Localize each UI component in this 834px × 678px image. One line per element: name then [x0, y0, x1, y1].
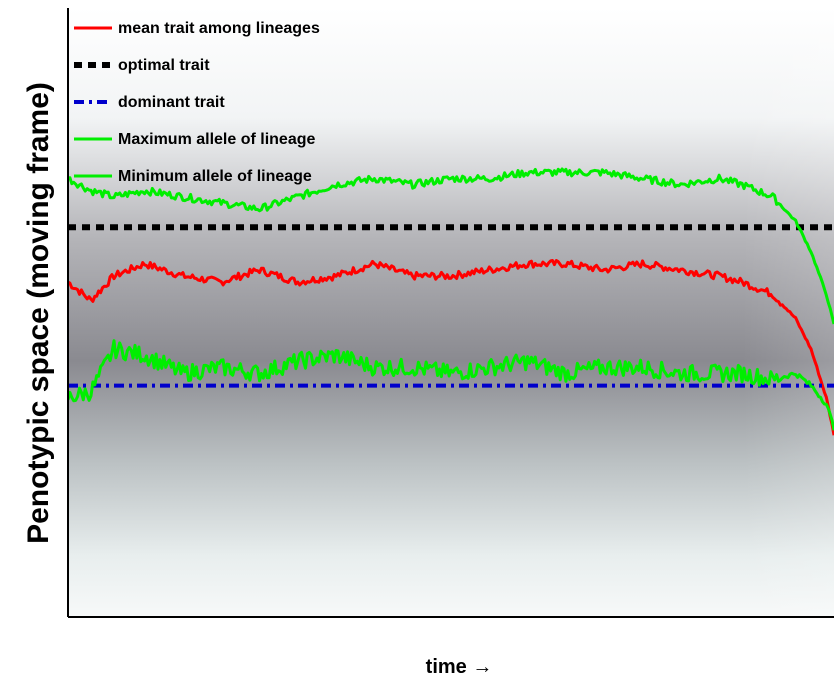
density-background-overlay [68, 8, 834, 617]
series-line-mean-trait-among-lineages [68, 259, 834, 436]
y-axis-label: Penotypic space (moving frame) [22, 82, 55, 544]
legend: mean trait among lineages optimal trait do… [74, 20, 320, 185]
series-line-maximum-allele-of-lineage [68, 167, 834, 325]
legend-label: dominant trait [118, 94, 225, 111]
series-layer [68, 167, 834, 436]
legend-label: optimal trait [118, 57, 210, 74]
legend-label: Maximum allele of lineage [118, 131, 316, 148]
x-axis-label: time → [426, 656, 493, 678]
legend-label: Minimum allele of lineage [118, 168, 312, 185]
legend-label: mean trait among lineages [118, 20, 320, 37]
plot-area [68, 8, 834, 617]
series-line-minimum-allele-of-lineage [68, 339, 834, 431]
